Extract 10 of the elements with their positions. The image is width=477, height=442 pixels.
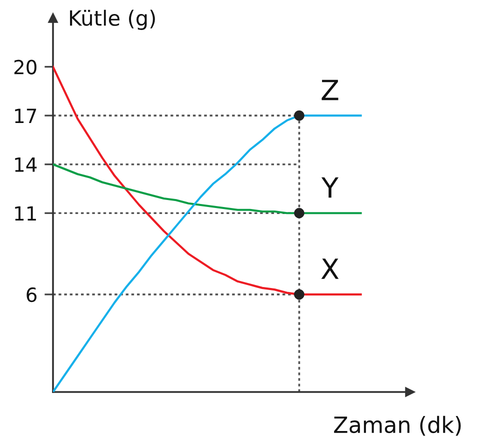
y-tick-label: 14 [15, 158, 37, 172]
y-tick-label: 6 [26, 287, 36, 302]
y-tick-label: 20 [14, 60, 36, 74]
x-axis-title: Zaman (dk) [334, 416, 461, 436]
y-tick-label: 11 [15, 206, 36, 221]
y-axis-title: Kütle (g) [70, 10, 155, 30]
series-label: Z [322, 80, 338, 100]
y-tick-label: 17 [15, 108, 36, 123]
series-label: Y [321, 177, 339, 198]
series-label: X [321, 258, 339, 279]
